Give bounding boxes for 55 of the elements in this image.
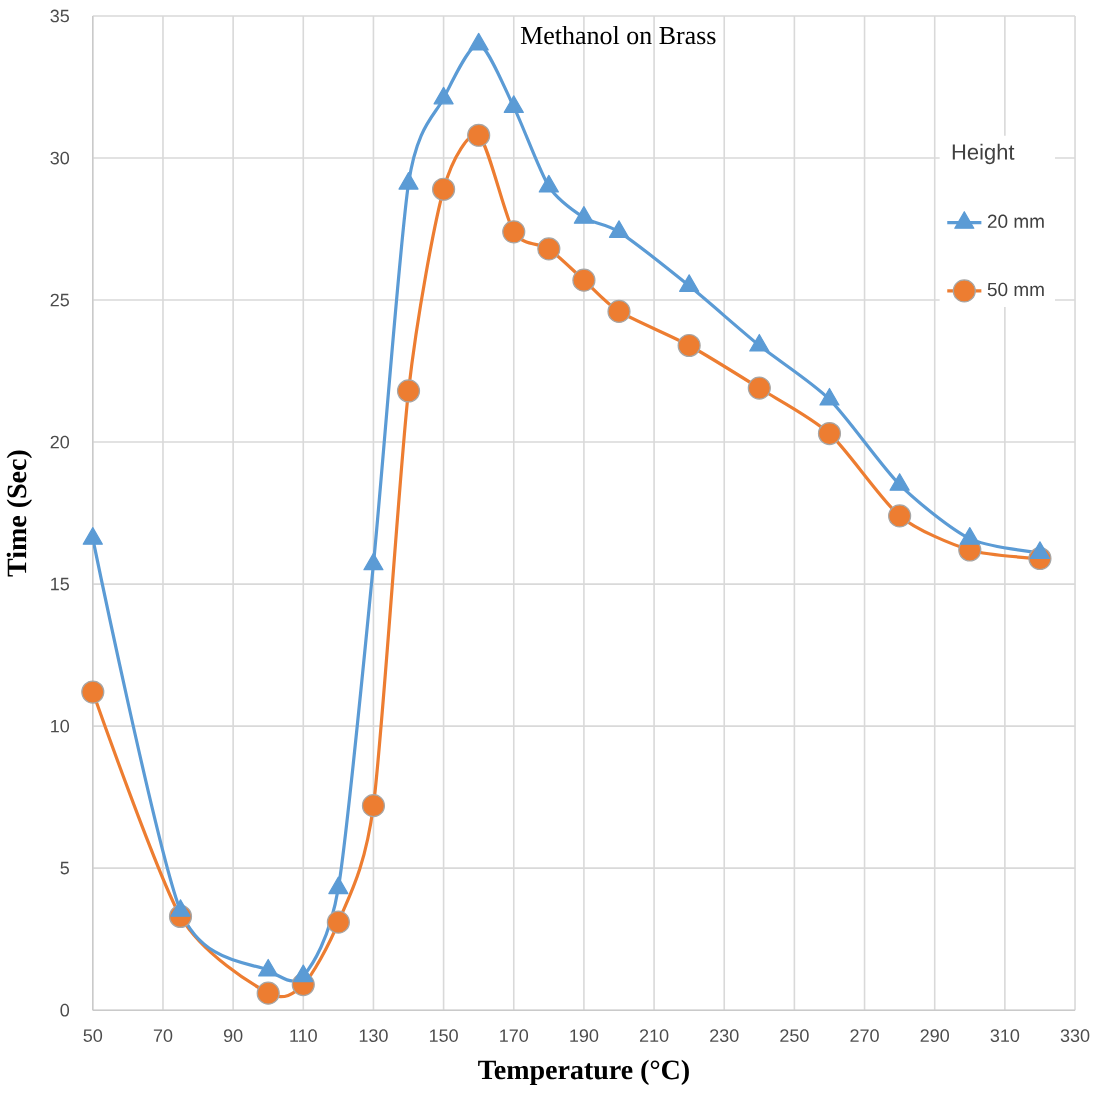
x-tick-label: 230 xyxy=(710,1029,739,1042)
point xyxy=(817,421,842,446)
x-tick-label: 270 xyxy=(850,1029,879,1042)
y-tick-label: 0 xyxy=(60,1003,70,1017)
x-tick-label: 170 xyxy=(500,1029,529,1042)
chart-title: Methanol on Brass xyxy=(520,25,716,45)
x-tick-label: 70 xyxy=(153,1029,173,1042)
point xyxy=(81,680,105,704)
point xyxy=(607,299,631,323)
x-tick-label: 190 xyxy=(570,1029,599,1042)
point xyxy=(82,527,103,545)
y-tick-label: 15 xyxy=(51,577,69,591)
point xyxy=(538,174,559,193)
x-tick-label: 210 xyxy=(639,1029,669,1042)
point xyxy=(889,473,910,491)
x-tick-label: 310 xyxy=(990,1029,1020,1042)
point xyxy=(398,171,419,190)
x-tick-label: 110 xyxy=(290,1029,317,1042)
x-tick-label: 290 xyxy=(920,1029,950,1042)
x-tick-label: 50 xyxy=(83,1029,103,1042)
point xyxy=(396,379,421,403)
point xyxy=(572,268,596,292)
point xyxy=(959,527,980,545)
point xyxy=(747,376,771,400)
point xyxy=(573,206,595,224)
point xyxy=(433,86,454,105)
legend-title: Height xyxy=(952,143,1015,165)
point xyxy=(608,220,630,238)
y-tick-label: 5 xyxy=(60,861,69,875)
point xyxy=(749,333,770,352)
point xyxy=(679,274,700,292)
legend-label: 20 mm xyxy=(987,214,1044,228)
x-tick-label: 90 xyxy=(223,1029,243,1042)
y-tick-label: 35 xyxy=(50,9,69,23)
point xyxy=(326,910,350,934)
point xyxy=(888,504,912,528)
point xyxy=(256,981,280,1005)
y-tick-label: 30 xyxy=(50,151,70,165)
x-tick-label: 250 xyxy=(780,1029,809,1042)
point xyxy=(819,387,840,406)
point xyxy=(363,552,384,571)
x-tick-label: 150 xyxy=(429,1029,458,1042)
x-axis-title: Temperature (°C) xyxy=(478,1059,689,1086)
y-tick-label: 10 xyxy=(51,719,70,733)
x-tick-label: 130 xyxy=(359,1029,388,1042)
y-tick-label: 20 xyxy=(50,435,70,449)
point xyxy=(1029,541,1051,559)
point xyxy=(677,333,701,358)
legend-label: 50 mm xyxy=(987,282,1044,297)
point xyxy=(468,32,489,51)
x-tick-label: 330 xyxy=(1060,1029,1090,1042)
y-axis-title: Time (Sec) xyxy=(6,450,33,577)
point xyxy=(503,95,524,113)
y-tick-label: 25 xyxy=(50,293,69,307)
point xyxy=(361,794,386,818)
